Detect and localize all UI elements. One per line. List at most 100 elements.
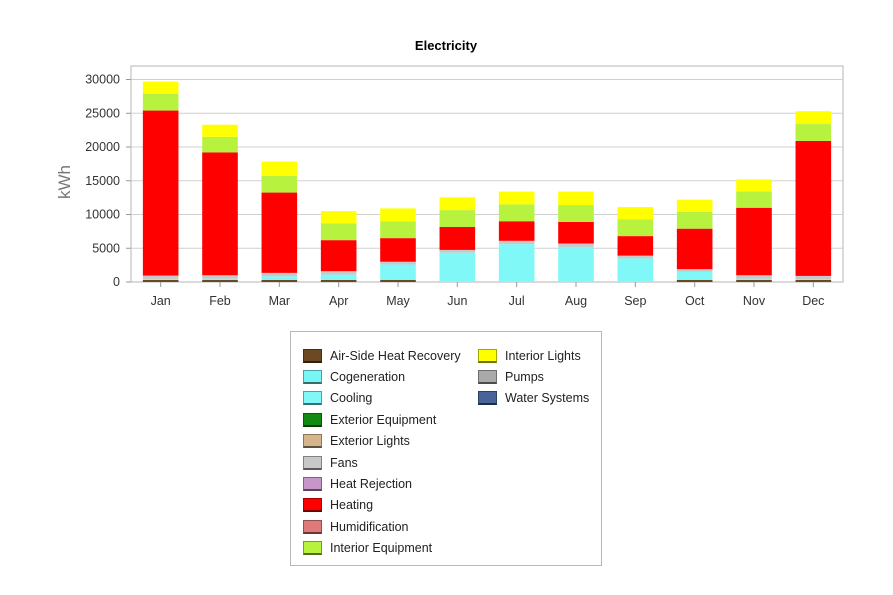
legend-item: Interior Lights [478, 345, 589, 366]
bar-segment [795, 279, 832, 280]
legend-item: Cogeneration [303, 366, 461, 387]
bar-segment [498, 221, 535, 241]
bar-segment [676, 269, 713, 272]
legend: Air-Side Heat Recovery Cogeneration Coolin… [290, 331, 602, 566]
bar-segment [439, 210, 476, 227]
bar-segment [498, 204, 535, 222]
bar-segment [261, 279, 298, 282]
x-tick-label: Mar [269, 294, 291, 308]
bar-segment [736, 279, 772, 282]
legend-swatch [478, 370, 497, 385]
bar-segment [676, 211, 713, 229]
chart-title: Electricity [415, 38, 478, 53]
y-tick-label: 15000 [85, 174, 120, 188]
bar-segment [320, 223, 357, 241]
bar-segment [558, 191, 594, 206]
legend-label: Cogeneration [330, 370, 406, 385]
bar-segment [795, 279, 832, 282]
bar-segment [439, 226, 476, 250]
bar-segment [795, 275, 832, 280]
bar-segment [261, 192, 298, 273]
x-tick-label: Jul [509, 294, 525, 308]
bar-segment [261, 175, 298, 193]
legend-label: Air-Side Heat Recovery [330, 348, 461, 363]
bar-segment [617, 236, 654, 256]
bar-segment [142, 93, 179, 111]
bar-segment [439, 197, 476, 211]
bar-segment [380, 221, 416, 239]
bar-segment [202, 136, 238, 153]
bar-segment [558, 205, 594, 222]
bar-segment [380, 261, 416, 265]
bar-segment [795, 124, 832, 141]
legend-label: Interior Equipment [330, 541, 433, 556]
legend-column-1: Air-Side Heat Recovery Cogeneration Coolin… [303, 345, 461, 559]
x-tick-label: Oct [685, 294, 705, 308]
bar-segment [202, 279, 238, 282]
gridlines [131, 79, 843, 249]
bar-segment [142, 275, 179, 279]
x-tick-label: May [386, 294, 410, 308]
bar-segment [320, 211, 357, 224]
legend-label: Heat Rejection [330, 477, 412, 492]
legend-label: Fans [330, 455, 358, 470]
bar-segment [320, 240, 357, 272]
legend-swatch [303, 498, 322, 513]
bar-segment [558, 243, 594, 247]
legend-item: Air-Side Heat Recovery [303, 345, 461, 366]
y-tick-label: 30000 [85, 73, 120, 87]
bar-segment [320, 274, 357, 280]
bar-segment [676, 228, 713, 270]
bar-segment [617, 255, 654, 259]
legend-item: Water Systems [478, 388, 589, 409]
bar-segment [617, 219, 654, 237]
y-axis-label: kWh [55, 165, 74, 199]
bar-segment [498, 240, 535, 245]
bar-segment [736, 179, 772, 192]
bar-segment [676, 271, 713, 280]
legend-swatch [303, 477, 322, 492]
x-tick-label: Jan [151, 294, 171, 308]
axes: 0 5000 10000 15000 20000 25000 30000 Jan Feb Mar A… [85, 73, 824, 309]
y-tick-label: 20000 [85, 140, 120, 154]
x-tick-label: Apr [329, 294, 348, 308]
legend-label: Exterior Lights [330, 434, 410, 449]
legend-swatch [303, 434, 322, 449]
bar-segment [320, 271, 357, 275]
bar-segment [617, 207, 654, 220]
legend-item: Pumps [478, 366, 589, 387]
x-tick-label: Feb [209, 294, 231, 308]
legend-item: Heat Rejection [303, 473, 461, 494]
bar-segment [202, 152, 238, 276]
bar-segment [261, 272, 298, 277]
legend-label: Humidification [330, 519, 409, 534]
x-tick-label: Sep [624, 294, 646, 308]
legend-swatch [478, 348, 497, 363]
bar-segment [142, 279, 179, 282]
bar-segment [676, 279, 713, 282]
legend-item: Exterior Lights [303, 431, 461, 452]
legend-swatch [303, 370, 322, 385]
bar-segment [795, 111, 832, 125]
legend-label: Cooling [330, 391, 373, 406]
bar-segment [736, 275, 772, 279]
legend-item: Humidification [303, 516, 461, 537]
legend-label: Exterior Equipment [330, 412, 437, 427]
bar-segment [558, 221, 594, 244]
bar-segment [202, 275, 238, 279]
y-tick-label: 10000 [85, 208, 120, 222]
bars [142, 81, 832, 282]
y-tick-label: 25000 [85, 106, 120, 120]
bar-segment [439, 252, 476, 282]
x-tick-label: Dec [802, 294, 824, 308]
bar-segment [380, 279, 416, 282]
bar-segment [617, 258, 654, 282]
bar-segment [439, 249, 476, 253]
x-tick-label: Aug [565, 294, 587, 308]
x-tick-label: Jun [447, 294, 467, 308]
legend-item: Heating [303, 495, 461, 516]
bar-segment [736, 207, 772, 276]
bar-segment [676, 199, 713, 212]
legend-label: Interior Lights [505, 348, 581, 363]
